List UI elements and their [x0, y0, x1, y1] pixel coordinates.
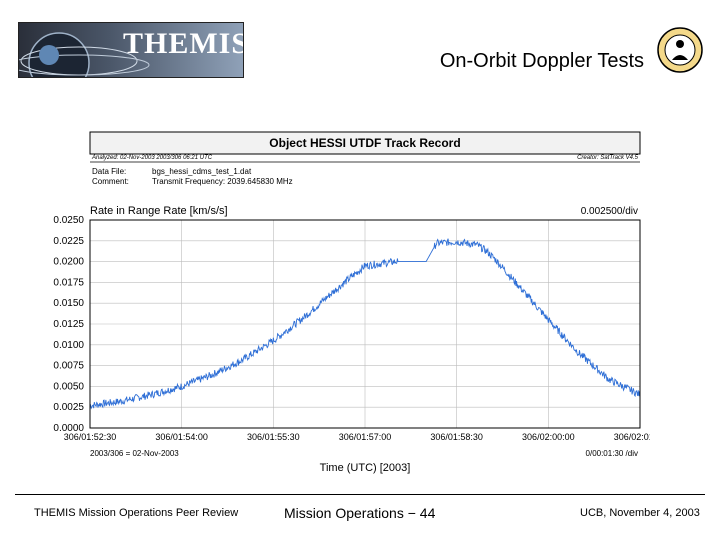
x-tick-label: 306/01:57:00 — [339, 432, 392, 442]
themis-seal-icon — [657, 27, 703, 73]
slide-title: On-Orbit Doppler Tests — [439, 50, 644, 72]
chart-svg: Object HESSI UTDF Track Record Analyzed:… — [53, 131, 667, 474]
logo-orbit-graphic — [19, 32, 150, 77]
footer-divider — [15, 494, 705, 495]
x-tick-label: 306/01:58:30 — [430, 432, 483, 442]
footer-left: THEMIS Mission Operations Peer Review — [34, 507, 239, 519]
comment-value: Transmit Frequency: 2039.645830 MHz — [152, 177, 293, 186]
date-note: 2003/306 = 02-Nov-2003 — [90, 449, 179, 458]
xscale-note: 0/00:01:30 /div — [586, 449, 638, 458]
y-tick-label: 0.0025 — [53, 402, 84, 413]
y-tick-label: 0.0000 — [53, 423, 84, 434]
x-tick-label: 306/01:55:30 — [247, 432, 300, 442]
y-tick-label: 0.0150 — [53, 298, 84, 309]
y-tick-labels: 0.0250 0.0225 0.0200 0.0175 0.0150 0.0125 0.01… — [53, 215, 84, 434]
data-file-label: Data File: — [92, 167, 126, 176]
chart-title-box — [89, 131, 641, 155]
series-line — [89, 238, 641, 410]
y-tick-label: 0.0250 — [53, 215, 84, 226]
comment-label: Comment: — [92, 177, 129, 186]
logo-text: THEMIS — [123, 27, 244, 60]
themis-logo: THEMIS — [18, 22, 244, 78]
footer-middle: Mission Operations − 44 — [284, 505, 436, 521]
plot-frame — [89, 219, 641, 429]
y-tick-label: 0.0125 — [53, 319, 84, 330]
creator-text: Creator: SatTrack V4.5 — [577, 155, 639, 161]
x-tick-label: 306/02:00:00 — [522, 432, 575, 442]
y-tick-label: 0.0175 — [53, 277, 84, 288]
y-tick-label: 0.0050 — [53, 381, 84, 392]
data-file-value: bgs_hessi_cdms_test_1.dat — [152, 167, 252, 176]
x-tick-label: 306/02:01:30 — [614, 432, 650, 442]
analyzed-text: Analyzed: 02-Nov-2003 2003/306 06:21 UTC — [91, 155, 213, 161]
footer-right: UCB, November 4, 2003 — [580, 507, 700, 519]
grid — [89, 219, 641, 429]
y-tick-label: 0.0100 — [53, 340, 84, 351]
x-tick-label: 306/01:54:00 — [155, 432, 208, 442]
x-tick-labels: 306/01:52:30 306/01:54:00 306/01:55:30 306/… — [64, 432, 667, 442]
yscale-note: 0.002500/div — [581, 206, 638, 217]
y-tick-label: 0.0075 — [53, 361, 84, 372]
doppler-chart: Object HESSI UTDF Track Record Analyzed:… — [20, 128, 667, 478]
chart-header-title: Object HESSI UTDF Track Record — [269, 136, 460, 150]
x-axis-label: Time (UTC) [2003] — [320, 462, 411, 474]
chart-title: Rate in Range Rate [km/s/s] — [90, 205, 228, 217]
x-tick-label: 306/01:52:30 — [64, 432, 117, 442]
y-tick-label: 0.0225 — [53, 236, 84, 247]
y-tick-label: 0.0200 — [53, 257, 84, 268]
